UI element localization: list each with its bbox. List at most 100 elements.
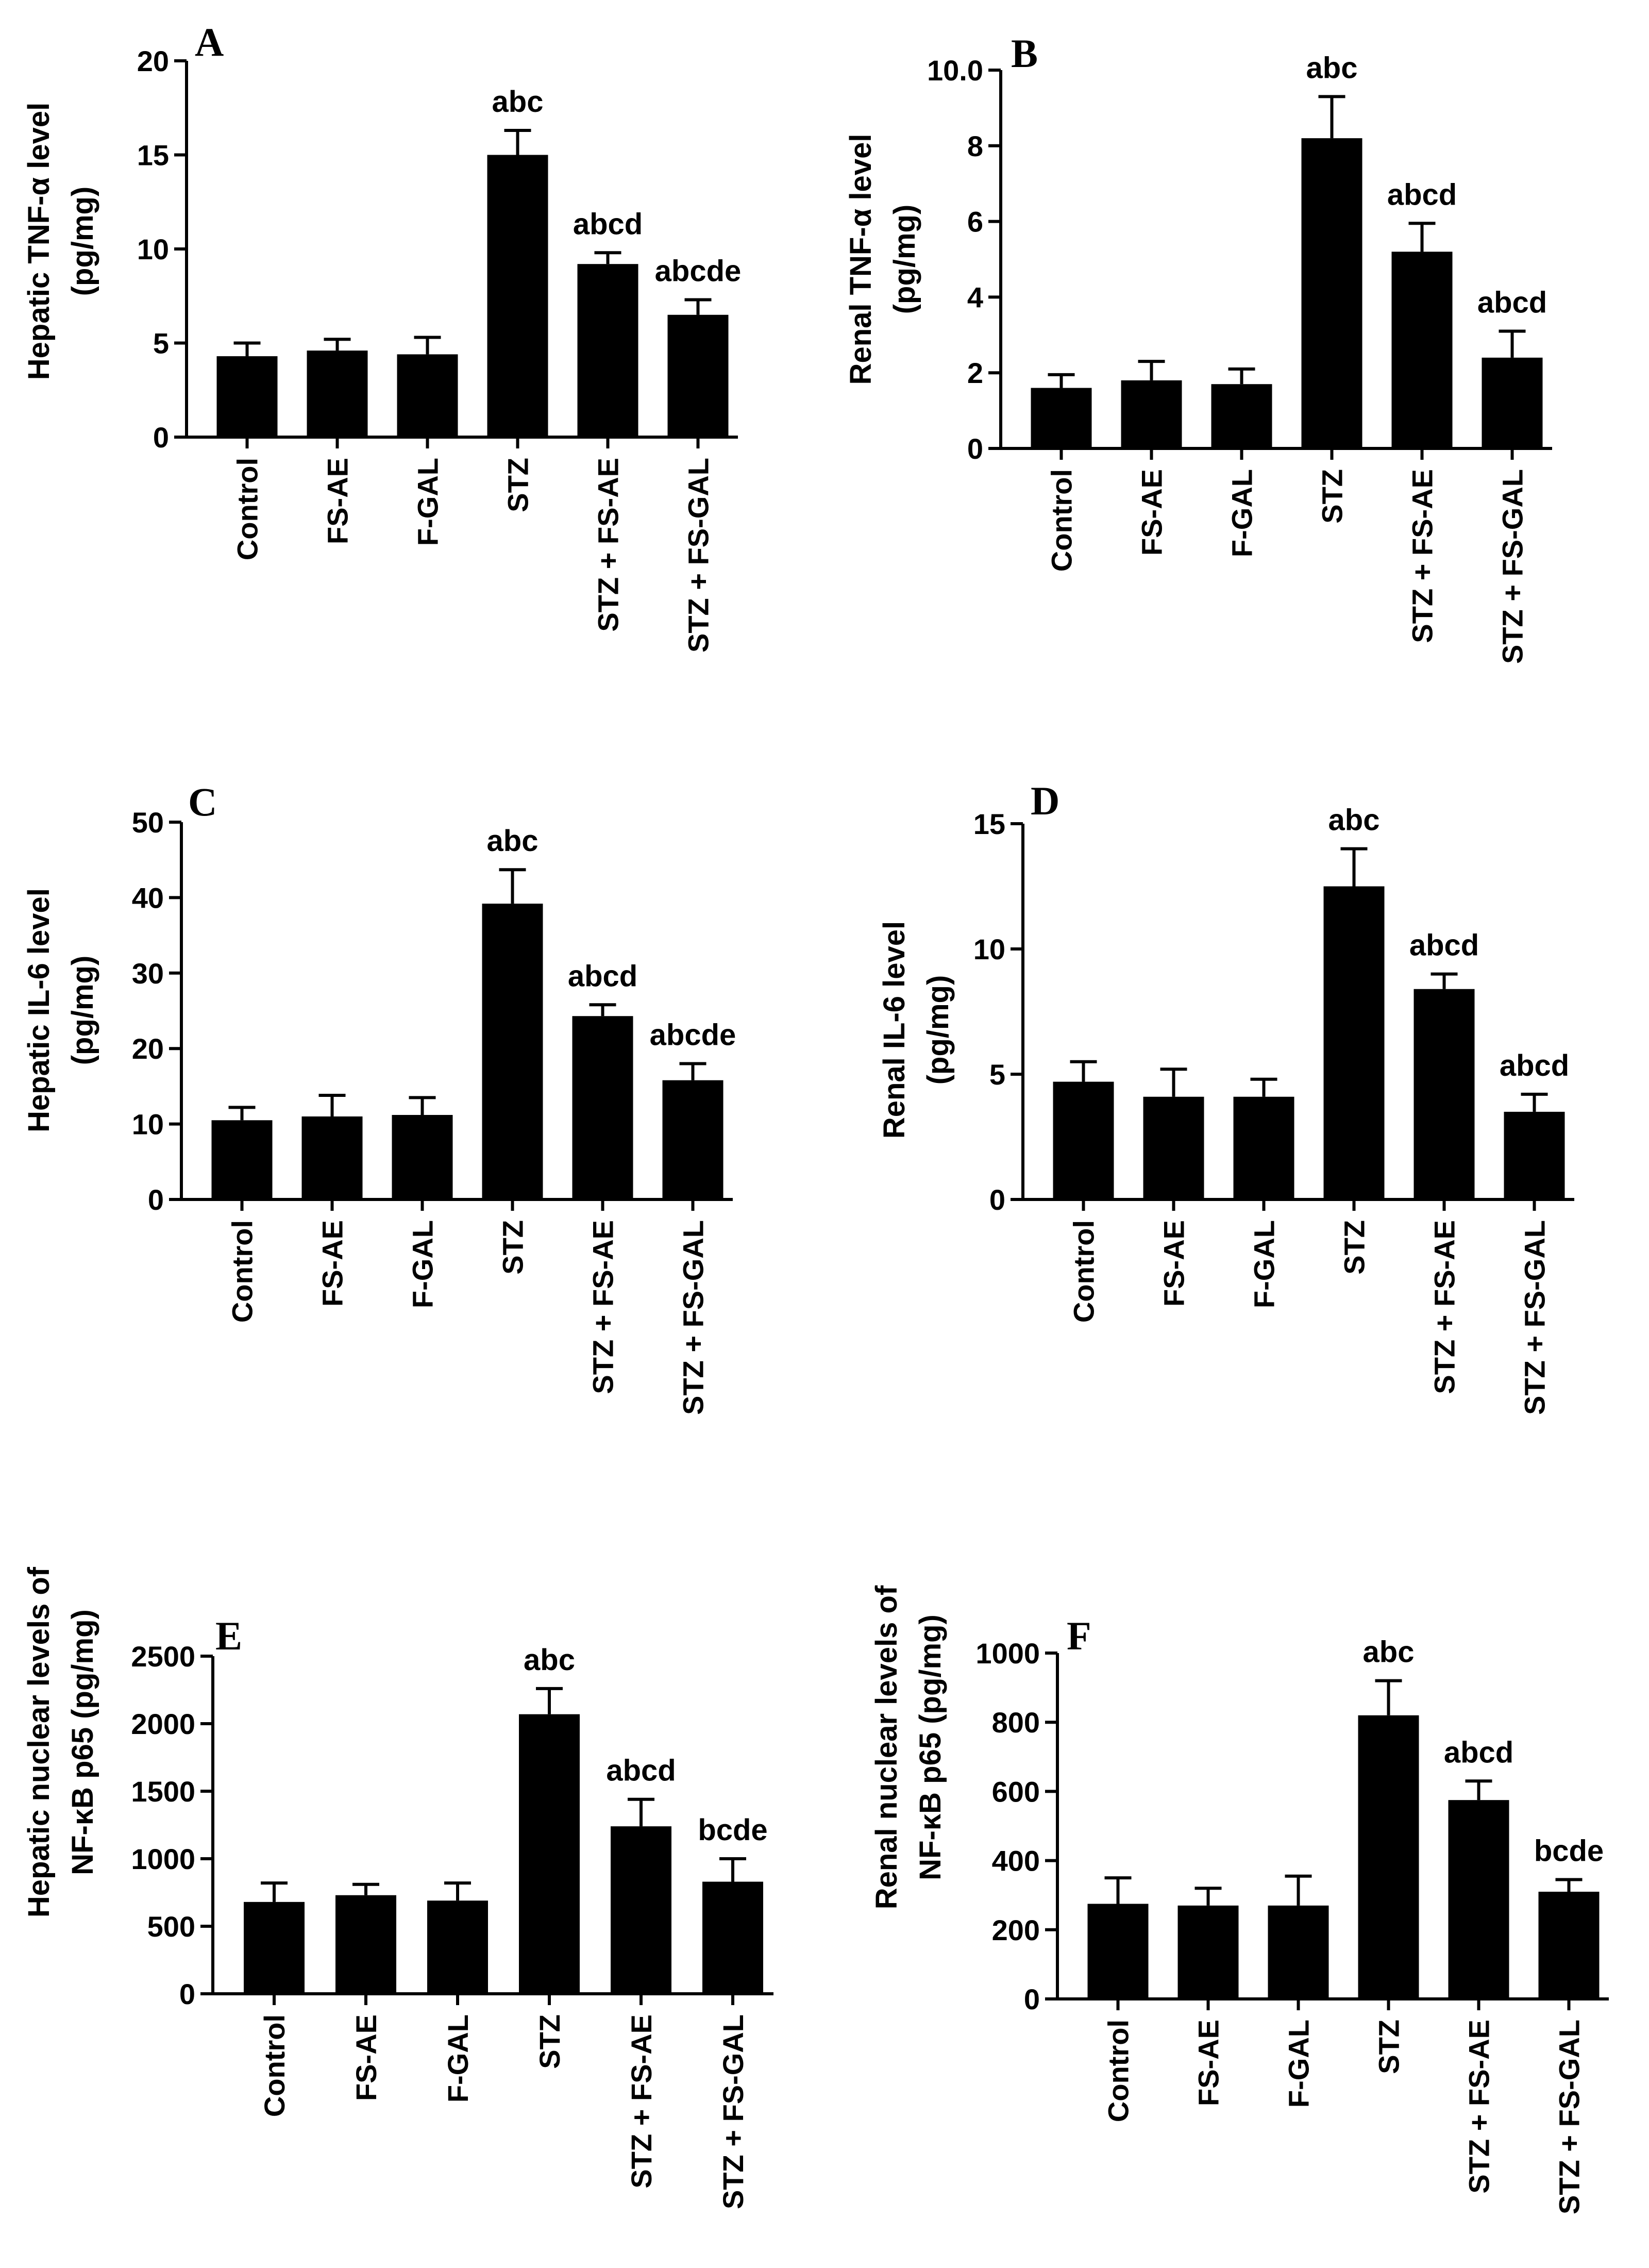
y-tick-label: 10: [132, 1108, 164, 1141]
plot-area-d: 0 5 10 15 Control FS-AE F-GAL STZ abc STZ + FS-AE…: [973, 804, 1574, 1415]
y-tick-label: 800: [992, 1706, 1040, 1739]
category-label-e-6: STZ + FS-GAL: [717, 2014, 749, 2209]
y-tick-label: 10: [137, 233, 169, 265]
y-tick-label: 15: [973, 808, 1005, 840]
category-label-a-3: F-GAL: [412, 458, 444, 546]
y-tick-label: 8: [967, 130, 983, 162]
category-label-e-4: STZ: [533, 2014, 566, 2069]
category-label-f-4: STZ: [1373, 2020, 1405, 2074]
panel-label-a: A: [195, 20, 224, 64]
category-label-d-1: Control: [1068, 1220, 1100, 1323]
y-tick-label: 0: [153, 421, 169, 454]
category-label-a-5: STZ + FS-AE: [592, 458, 625, 632]
y-axis-units-a: (pg/mg): [66, 187, 99, 296]
significance-label-e-5: abcd: [606, 1754, 676, 1788]
plot-area-a: 0 5 10 15 20 Control FS-AE F-GAL STZ abc STZ + FS-…: [137, 45, 742, 653]
category-label-a-4: STZ: [502, 458, 534, 512]
bar-c-2: [301, 1116, 363, 1199]
chart-panel-f: F Renal nuclear levels of NF-κB p65 (pg/…: [870, 1585, 1609, 2214]
chart-panel-c: C Hepatic IL-6 level (pg/mg) 0 10 20 30 40 50…: [22, 779, 736, 1415]
category-label-f-6: STZ + FS-GAL: [1553, 2020, 1586, 2214]
y-tick-label: 40: [132, 881, 164, 914]
y-axis-units-d: (pg/mg): [921, 975, 955, 1085]
bar-f-6: [1538, 1891, 1600, 1999]
plot-area-f: 0 200 400 600 800 1000 Control FS-AE F-GAL STZ abc…: [975, 1636, 1609, 2214]
category-label-f-2: FS-AE: [1192, 2020, 1225, 2106]
bar-e-4: [519, 1714, 580, 1994]
y-tick-label: 0: [967, 432, 983, 465]
bar-b-2: [1121, 380, 1182, 448]
category-label-c-1: Control: [226, 1220, 259, 1323]
category-label-a-2: FS-AE: [322, 458, 354, 544]
y-tick-label: 2000: [131, 1708, 195, 1740]
category-label-f-1: Control: [1102, 2020, 1135, 2122]
significance-label-f-6: bcde: [1534, 1835, 1604, 1868]
y-tick-label: 600: [992, 1775, 1040, 1808]
y-tick-label: 20: [137, 45, 169, 77]
category-label-c-5: STZ + FS-AE: [587, 1220, 619, 1394]
bar-f-5: [1448, 1800, 1509, 1999]
significance-label-b-5: abcd: [1387, 178, 1457, 211]
significance-label-c-5: abcd: [568, 959, 637, 993]
category-label-e-5: STZ + FS-AE: [625, 2014, 658, 2189]
bar-b-5: [1391, 252, 1453, 448]
plot-area-c: 0 10 20 30 40 50 Control FS-AE F-GAL STZ abc STZ + …: [132, 806, 736, 1415]
bar-f-3: [1268, 1905, 1329, 1999]
bar-c-6: [662, 1080, 723, 1199]
bar-c-1: [211, 1120, 273, 1199]
significance-label-f-5: abcd: [1444, 1736, 1513, 1769]
significance-label-d-6: abcd: [1500, 1049, 1569, 1082]
y-tick-label: 0: [989, 1183, 1005, 1216]
bar-f-4: [1358, 1715, 1419, 1999]
category-label-f-3: F-GAL: [1283, 2020, 1315, 2108]
significance-label-a-5: abcd: [573, 207, 643, 241]
category-label-b-6: STZ + FS-GAL: [1496, 469, 1529, 664]
bar-e-2: [335, 1895, 396, 1994]
category-label-e-2: FS-AE: [350, 2014, 382, 2101]
significance-label-e-6: bcde: [698, 1813, 767, 1847]
category-label-d-6: STZ + FS-GAL: [1519, 1220, 1551, 1415]
panel-label-b: B: [1011, 31, 1038, 76]
y-tick-label: 0: [179, 1978, 195, 2010]
y-tick-label: 200: [992, 1914, 1040, 1946]
y-tick-label: 400: [992, 1845, 1040, 1877]
y-tick-label: 15: [137, 139, 169, 172]
bar-a-4: [487, 155, 548, 437]
bar-d-4: [1323, 886, 1385, 1199]
significance-label-b-4: abc: [1306, 51, 1358, 85]
category-label-c-6: STZ + FS-GAL: [677, 1220, 710, 1415]
y-tick-label: 10.0: [927, 54, 983, 87]
significance-label-d-4: abc: [1328, 804, 1380, 837]
chart-panel-b: B Renal TNF-α level (pg/mg) 0 2 4 6 8 10.0 Con…: [844, 31, 1552, 664]
y-axis-title-e: Hepatic nuclear levels of: [22, 1566, 56, 1917]
y-axis-units-b: (pg/mg): [888, 205, 921, 314]
bar-a-5: [577, 264, 638, 437]
category-label-b-5: STZ + FS-AE: [1406, 469, 1439, 643]
significance-label-e-4: abc: [524, 1643, 575, 1677]
significance-label-a-4: abc: [492, 85, 544, 119]
category-label-c-4: STZ: [497, 1220, 529, 1275]
category-label-e-1: Control: [258, 2014, 291, 2117]
category-label-d-5: STZ + FS-AE: [1428, 1220, 1461, 1394]
y-tick-label: 5: [153, 327, 169, 360]
chart-panel-d: D Renal IL-6 level (pg/mg) 0 5 10 15 Control…: [878, 778, 1574, 1415]
bar-b-3: [1211, 384, 1272, 448]
bar-e-1: [244, 1902, 305, 1994]
y-tick-label: 10: [973, 933, 1005, 965]
category-label-f-5: STZ + FS-AE: [1463, 2020, 1495, 2194]
panel-label-c: C: [188, 779, 217, 824]
category-label-e-3: F-GAL: [442, 2014, 474, 2103]
category-label-b-2: FS-AE: [1136, 469, 1168, 556]
y-tick-label: 0: [1024, 1983, 1040, 2015]
bar-d-3: [1233, 1096, 1294, 1199]
bar-a-3: [397, 354, 458, 437]
category-label-d-4: STZ: [1338, 1220, 1371, 1275]
bar-b-6: [1482, 357, 1543, 448]
y-axis-title-d: Renal IL-6 level: [878, 921, 911, 1139]
y-axis-title-b: Renal TNF-α level: [844, 134, 878, 385]
y-axis-title-c: Hepatic IL-6 level: [22, 888, 56, 1132]
bar-f-2: [1177, 1905, 1239, 1999]
bar-c-3: [392, 1115, 453, 1199]
y-tick-label: 1000: [975, 1637, 1040, 1670]
